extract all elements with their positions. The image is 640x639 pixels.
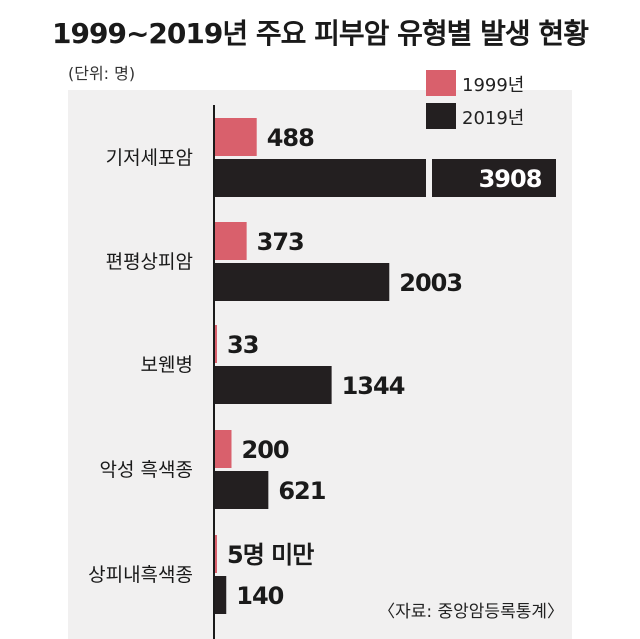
bar-2019: [214, 366, 332, 404]
data-label: 3908: [479, 165, 542, 193]
data-label: 373: [257, 228, 304, 256]
data-label: 621: [278, 477, 325, 505]
data-label: 5명 미만: [227, 541, 314, 569]
category-label: 상피내흑색종: [88, 564, 193, 586]
legend-label-1999: 1999년: [462, 75, 524, 96]
source-note: 〈자료: 중앙암등록통계〉: [378, 602, 564, 622]
bar-2019: [214, 471, 269, 509]
chart-title: 1999~2019년 주요 피부암 유형별 발생 현황: [52, 17, 589, 50]
bar-2019: [214, 576, 227, 614]
unit-label: (단위: 명): [68, 64, 136, 83]
bar-2019: [214, 263, 390, 301]
bar-1999: [214, 535, 217, 573]
category-label: 편평상피암: [106, 251, 193, 273]
category-label: 기저세포암: [106, 147, 193, 169]
bar-1999: [214, 325, 217, 363]
bar-1999: [214, 430, 232, 468]
bar-label-gap: [426, 159, 432, 197]
data-label: 33: [227, 331, 258, 359]
data-label: 2003: [399, 269, 462, 297]
legend-label-2019: 2019년: [462, 108, 524, 129]
data-label: 200: [242, 436, 289, 464]
data-label: 488: [267, 124, 314, 152]
category-label: 보웬병: [141, 354, 193, 376]
bar-1999: [214, 222, 247, 260]
bar-2019: [214, 159, 556, 197]
data-label: 1344: [342, 372, 405, 400]
bar-1999: [214, 118, 257, 156]
category-label: 악성 흑색종: [100, 459, 193, 481]
legend-swatch-2019: [426, 103, 456, 129]
legend-swatch-1999: [426, 70, 456, 96]
data-label: 140: [236, 582, 283, 610]
